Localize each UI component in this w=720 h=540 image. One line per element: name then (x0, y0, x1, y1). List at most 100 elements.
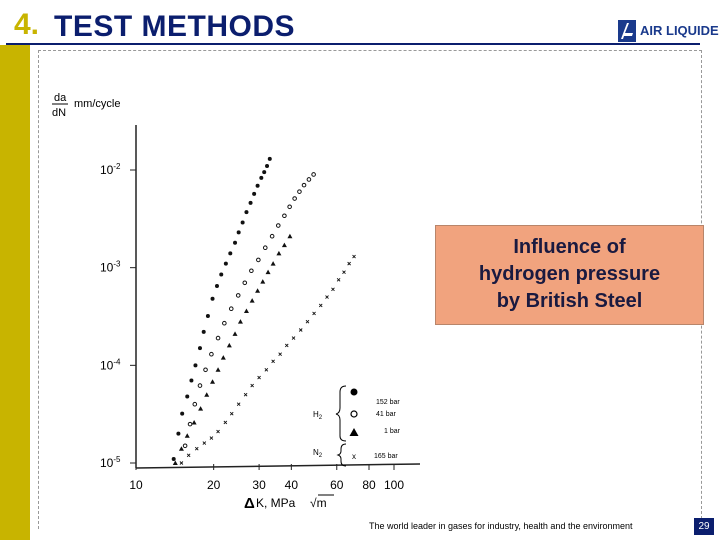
point-open-circle (222, 320, 227, 326)
point-triangle (172, 460, 178, 465)
point-x (342, 270, 346, 274)
point-x (250, 383, 254, 388)
point-open-circle (235, 293, 241, 298)
point-open-circle (269, 233, 275, 239)
point-filled-circle (223, 261, 228, 266)
point-x (347, 261, 351, 266)
slide-title: TEST METHODS (54, 10, 296, 43)
point-x (236, 402, 241, 407)
point-open-circle (228, 306, 234, 312)
point-filled-circle (252, 191, 257, 196)
point-filled-circle (267, 156, 272, 161)
xlabel-delta: Δ (244, 495, 255, 512)
point-x (325, 295, 329, 299)
ylabel-units: mm/cycle (74, 98, 120, 110)
point-filled-circle (180, 411, 185, 416)
annotation-text: Influence of hydrogen pressure by Britis… (478, 236, 661, 312)
point-open-circle (209, 351, 214, 357)
point-open-circle (242, 280, 248, 286)
point-filled-circle (171, 456, 176, 461)
point-filled-circle (201, 329, 206, 334)
legend-pressure-1: 1 bar (384, 428, 401, 435)
point-triangle (178, 446, 184, 451)
point-x (278, 352, 282, 357)
point-open-circle (182, 443, 188, 449)
point-x (298, 328, 303, 332)
point-open-circle (297, 189, 302, 194)
legend-h2-label: H2 (313, 410, 323, 421)
legend-marker-x: x (352, 452, 356, 461)
point-x (336, 278, 341, 282)
x-tick-label: 40 (285, 478, 299, 492)
x-tick-label: 100 (384, 478, 404, 492)
accent-band (0, 45, 30, 540)
point-triangle (237, 319, 243, 324)
point-triangle (265, 269, 271, 275)
point-x (291, 336, 296, 340)
point-x (223, 420, 228, 425)
point-triangle (215, 367, 221, 372)
x-tick-label: 30 (252, 478, 266, 492)
legend-pressure-41: 41 bar (376, 411, 397, 418)
point-filled-circle (240, 220, 245, 225)
point-triangle (255, 288, 261, 293)
point-triangle (281, 242, 287, 248)
point-triangle (220, 355, 226, 360)
point-filled-circle (176, 431, 181, 436)
legend-pressure-165: 165 bar (374, 453, 398, 460)
y-tick-label: 10-2 (100, 162, 121, 177)
point-open-circle (187, 421, 193, 427)
point-triangle (287, 233, 293, 239)
legend-marker-filled-circle (350, 388, 358, 396)
point-x (284, 343, 289, 348)
point-open-circle (262, 245, 268, 251)
point-open-circle (292, 196, 297, 201)
point-filled-circle (185, 394, 190, 399)
x-tick-label: 80 (362, 478, 376, 492)
point-filled-circle (236, 230, 241, 235)
air-liquide-logo: AIR LIQUIDE (618, 20, 719, 42)
point-triangle (204, 392, 210, 397)
point-open-circle (282, 213, 287, 219)
point-x (216, 429, 220, 434)
point-x (352, 254, 356, 259)
point-filled-circle (205, 313, 210, 318)
point-x (229, 411, 234, 416)
section-number: 4. (14, 8, 40, 41)
point-open-circle (275, 223, 281, 228)
point-triangle (243, 308, 249, 314)
point-open-circle (215, 335, 221, 341)
point-triangle (191, 419, 197, 425)
y-tick-label: 10-5 (100, 455, 121, 470)
point-x (331, 287, 335, 292)
point-filled-circle (193, 363, 198, 368)
point-x (202, 441, 207, 445)
point-triangle (232, 331, 238, 336)
point-filled-circle (210, 296, 215, 301)
point-open-circle (306, 177, 312, 182)
point-x (194, 446, 199, 451)
point-filled-circle (255, 183, 260, 188)
y-ticks: 10-2 10-3 10-4 10-5 (100, 162, 136, 470)
x-tick-label: 60 (330, 478, 344, 492)
title-underline (6, 43, 700, 45)
annotation-box: Influence of hydrogen pressure by Britis… (435, 225, 704, 325)
point-open-circle (197, 383, 203, 388)
point-open-circle (256, 257, 261, 263)
point-triangle (270, 261, 276, 266)
point-triangle (210, 379, 216, 384)
point-filled-circle (265, 163, 270, 168)
point-triangle (184, 433, 190, 438)
x-axis (135, 463, 421, 469)
x-tick-label: 10 (129, 478, 143, 492)
point-filled-circle (214, 283, 219, 288)
point-x (271, 359, 275, 364)
point-x (305, 319, 310, 324)
legend-brace-h2 (335, 385, 347, 442)
point-open-circle (287, 204, 292, 210)
point-x (209, 436, 214, 440)
point-filled-circle (219, 272, 224, 277)
ylabel-numerator: da (54, 92, 67, 104)
point-open-circle (311, 172, 316, 177)
